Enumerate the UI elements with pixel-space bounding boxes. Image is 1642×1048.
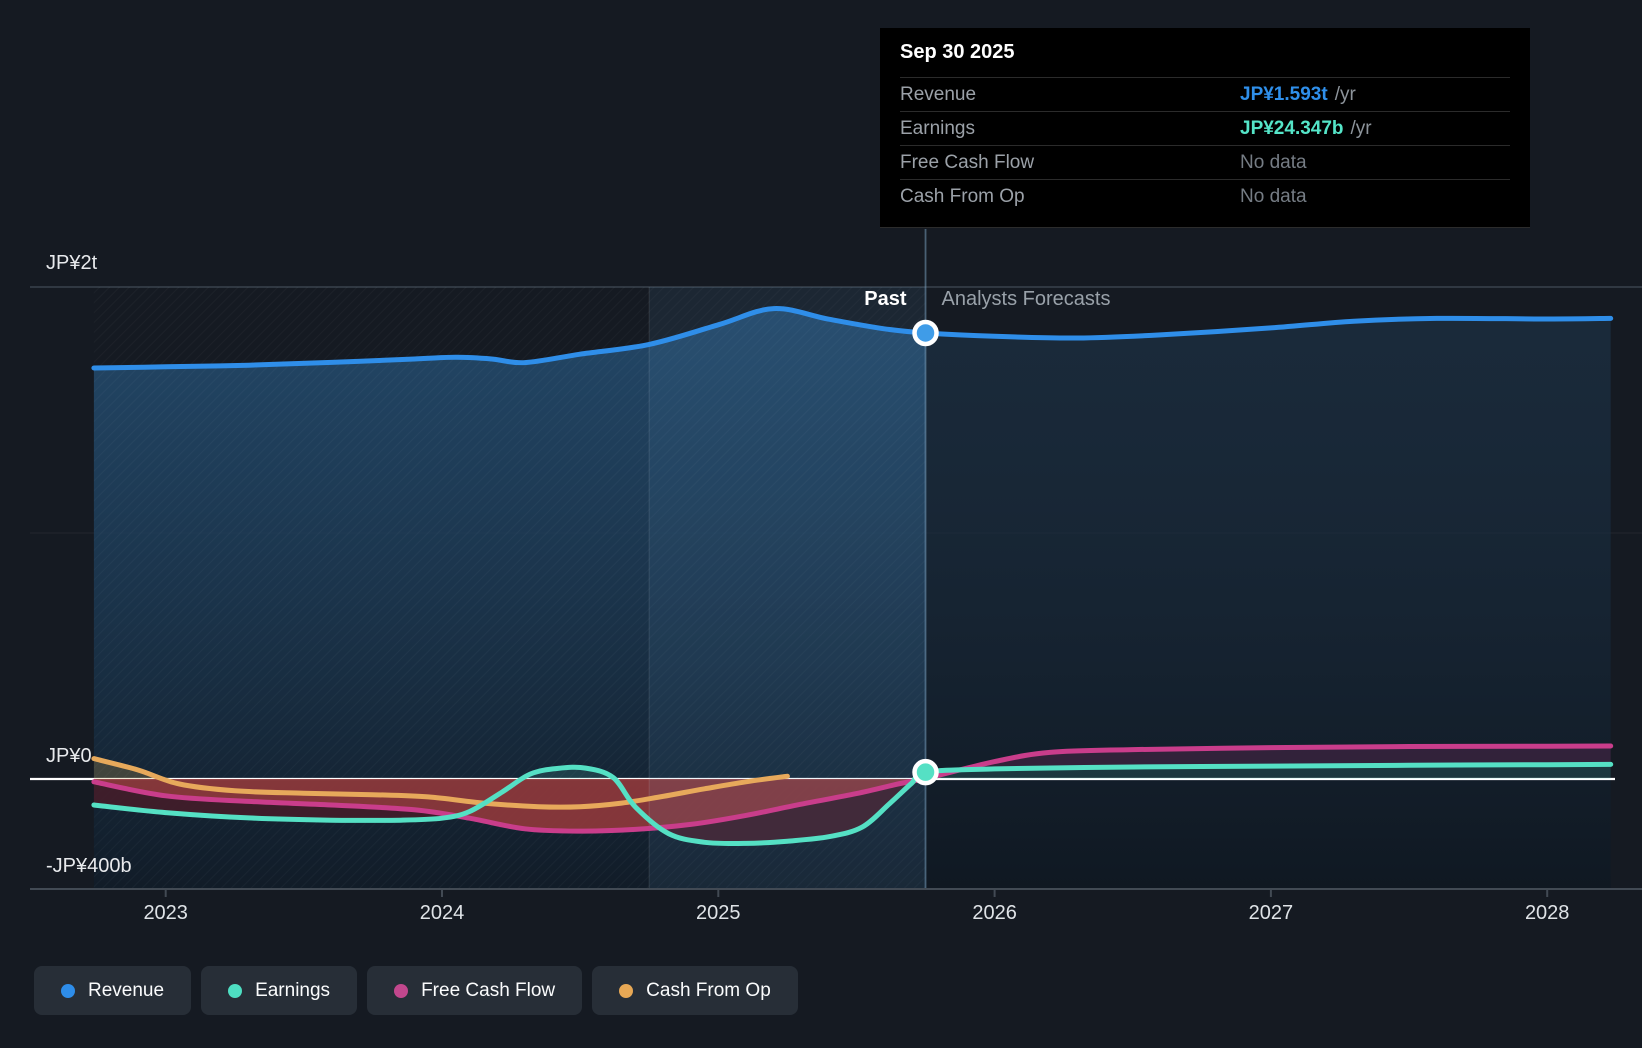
x-tick-label: 2026 bbox=[972, 902, 1017, 924]
tooltip-label: Revenue bbox=[900, 83, 977, 105]
legend-item-cash-from-op[interactable]: Cash From Op bbox=[592, 966, 798, 1015]
chart-legend: Revenue Earnings Free Cash Flow Cash Fro… bbox=[34, 966, 798, 1015]
tooltip-date: Sep 30 2025 bbox=[900, 41, 1015, 63]
tooltip-row-revenue: Revenue JP¥1.593t /yr bbox=[900, 77, 1510, 111]
past-label: Past bbox=[864, 288, 907, 310]
fcf-positive-fill bbox=[93, 746, 1611, 779]
legend-label: Revenue bbox=[88, 979, 165, 1001]
legend-label: Free Cash Flow bbox=[421, 979, 556, 1001]
free-cash-flow-line bbox=[91, 743, 1614, 834]
cash-from-op-series-dot-icon bbox=[619, 983, 634, 998]
tooltip-suffix: /yr bbox=[1334, 83, 1356, 105]
tooltip-value: No data bbox=[1240, 185, 1307, 207]
legend-item-revenue[interactable]: Revenue bbox=[34, 966, 192, 1015]
legend-item-earnings[interactable]: Earnings bbox=[201, 966, 358, 1015]
legend-item-free-cash-flow[interactable]: Free Cash Flow bbox=[367, 966, 583, 1015]
tooltip-label: Earnings bbox=[900, 117, 975, 139]
legend-label: Cash From Op bbox=[646, 979, 771, 1001]
tooltip-value: JP¥1.593t bbox=[1240, 83, 1328, 105]
tooltip-row-cash-from-op: Cash From Op No data bbox=[900, 179, 1510, 213]
tooltip-suffix: /yr bbox=[1350, 117, 1372, 139]
earnings-line bbox=[91, 761, 1614, 847]
negative-fill-maroon bbox=[93, 779, 926, 844]
x-tick-label: 2024 bbox=[420, 902, 465, 924]
chart-tooltip: Sep 30 2025 Revenue JP¥1.593t /yr Earnin… bbox=[880, 28, 1530, 228]
x-tick-label: 2027 bbox=[1249, 902, 1294, 924]
y-tick-label: JP¥0 bbox=[46, 745, 92, 767]
earnings-marker-dot[interactable] bbox=[912, 758, 939, 786]
free-cash-flow-series-dot-icon bbox=[394, 983, 409, 998]
revenue-series-dot-icon bbox=[61, 983, 75, 998]
revenue-line bbox=[91, 306, 1614, 371]
legend-label: Earnings bbox=[255, 979, 331, 1001]
x-tick-label: 2025 bbox=[696, 902, 741, 924]
cash-op-positive-fill bbox=[93, 758, 194, 779]
x-tick-label: 2028 bbox=[1525, 902, 1570, 924]
analysts-forecasts-label: Analysts Forecasts bbox=[942, 288, 1111, 310]
tooltip-row-free-cash-flow: Free Cash Flow No data bbox=[900, 145, 1510, 179]
y-tick-label: -JP¥400b bbox=[46, 855, 132, 877]
earnings-series-dot-icon bbox=[228, 983, 243, 998]
revenue-area-forecast bbox=[925, 318, 1611, 889]
revenue-marker-dot[interactable] bbox=[912, 319, 939, 347]
tooltip-label: Cash From Op bbox=[900, 185, 1025, 207]
y-tick-label: JP¥2t bbox=[46, 252, 98, 274]
tooltip-row-earnings: Earnings JP¥24.347b /yr bbox=[900, 111, 1510, 145]
tooltip-label: Free Cash Flow bbox=[900, 151, 1035, 173]
x-tick-label: 2023 bbox=[143, 902, 188, 924]
highlight-band bbox=[649, 287, 926, 889]
tooltip-value: JP¥24.347b bbox=[1240, 117, 1344, 139]
tooltip-value: No data bbox=[1240, 151, 1307, 173]
